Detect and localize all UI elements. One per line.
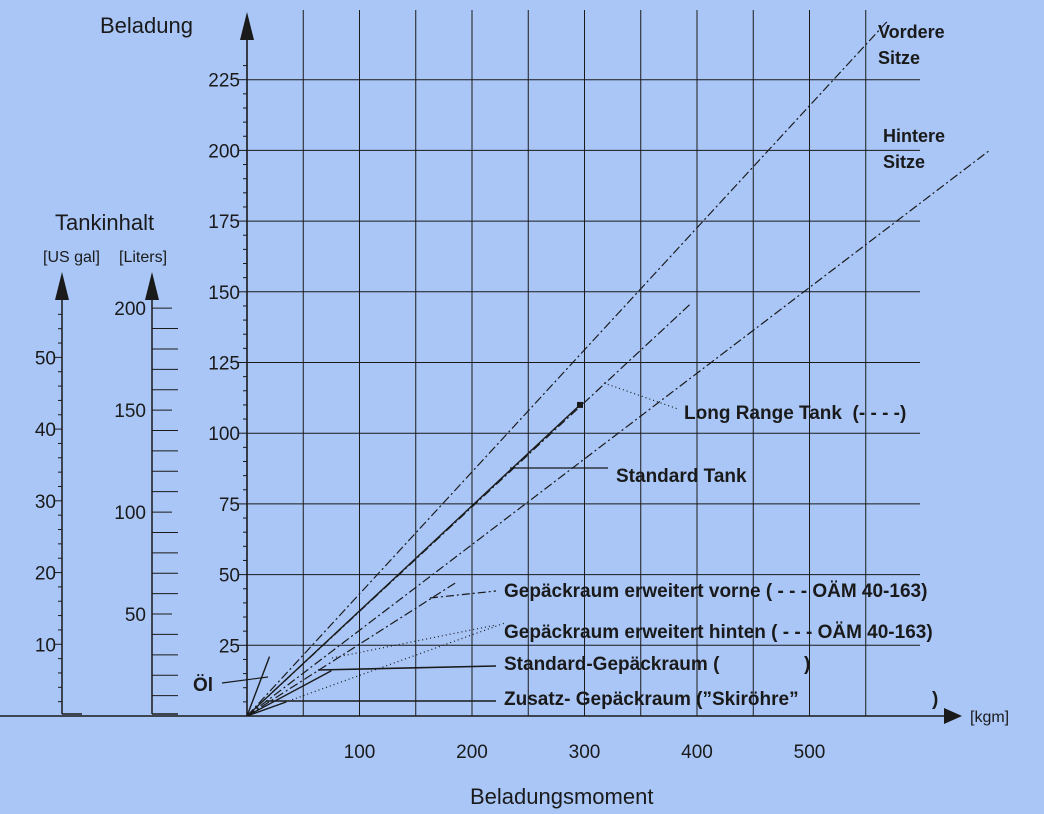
label-standard-gepaeckraum: Standard-Gepäckraum (	[504, 654, 720, 675]
label-oel: Öl	[193, 675, 213, 696]
series-line	[246, 656, 271, 717]
series-line	[246, 670, 332, 717]
label-zusatz-gepaeckraum-close: )	[932, 689, 938, 710]
label-standard-tank: Standard Tank	[616, 466, 747, 487]
y-tick-label: 150	[208, 283, 240, 304]
label-erweitert-hinten: Gepäckraum erweitert hinten ( - - - OÄM …	[504, 622, 933, 643]
tank-scale-title: Tankinhalt	[55, 210, 154, 235]
us-gal-tick-label: 30	[35, 492, 56, 513]
y-tick-label: 125	[208, 354, 240, 375]
tick-labels: 100 200 300 400 500 25 50 75 100 125 150 175 200 225	[208, 71, 825, 763]
y-tick-label: 25	[219, 636, 240, 657]
us-gal-tick-label: 50	[35, 348, 56, 369]
us-gal-tick-label: 40	[35, 420, 56, 441]
grid	[247, 10, 920, 716]
liters-tick-label: 200	[114, 299, 146, 320]
series-line	[246, 404, 581, 717]
liters-arrow	[145, 272, 159, 300]
us-gal-arrow	[55, 272, 69, 300]
label-hintere-line1: Hintere	[883, 126, 945, 146]
x-tick-label: 500	[794, 742, 826, 763]
series-line	[246, 302, 692, 717]
x-tick-label: 400	[681, 742, 713, 763]
leader-line	[331, 624, 497, 659]
series-line	[246, 701, 287, 717]
y-tick-label: 75	[219, 495, 240, 516]
series-line	[246, 582, 456, 717]
label-hintere-line2: Sitze	[883, 152, 925, 172]
y-tick-label: 175	[208, 212, 240, 233]
x-unit-label: [kgm]	[970, 709, 1009, 726]
label-vordere-line2: Sitze	[878, 48, 920, 68]
liters-tick-label: 50	[125, 605, 146, 626]
x-tick-label: 200	[456, 742, 488, 763]
y-tick-label: 200	[208, 141, 240, 162]
x-tick-label: 100	[344, 742, 376, 763]
liters-tick-label: 100	[114, 503, 146, 524]
standard-tank-end-marker	[577, 401, 583, 408]
tank-scale: 10 20 30 40 50 50 100 150 200	[35, 272, 178, 715]
label-long-range-tank: Long Range Tank (- - - -)	[684, 403, 906, 424]
y-tick-label: 50	[219, 566, 240, 587]
x-tick-label: 300	[569, 742, 601, 763]
series-line	[246, 149, 990, 717]
y-tick-label: 100	[208, 424, 240, 445]
leader-line	[429, 590, 497, 599]
us-gal-tick-label: 10	[35, 635, 56, 656]
series-lines	[246, 19, 990, 717]
y-tick-label: 225	[208, 71, 240, 92]
series-line	[246, 19, 889, 717]
label-zusatz-gepaeckraum: Zusatz- Gepäckraum (”Skiröhre”	[504, 689, 799, 710]
axes	[0, 12, 962, 724]
label-erweitert-vorne: Gepäckraum erweitert vorne ( - - - OÄM 4…	[504, 581, 927, 602]
leader-line	[221, 676, 269, 684]
y-axis-arrow	[240, 12, 254, 40]
tank-scale-us-gal-label: [US gal]	[43, 249, 100, 266]
leader-line	[317, 665, 497, 671]
tank-scale-liters-label: [Liters]	[119, 249, 167, 266]
us-gal-tick-label: 20	[35, 564, 56, 585]
x-axis-arrow	[944, 708, 962, 724]
liters-tick-label: 150	[114, 401, 146, 422]
leader-lines	[221, 382, 679, 702]
y-axis-title: Beladung	[100, 13, 193, 38]
label-standard-gepaeckraum-close: )	[804, 654, 810, 675]
x-axis-title: Beladungsmoment	[470, 784, 653, 809]
label-vordere-line1: Vordere	[878, 22, 945, 42]
